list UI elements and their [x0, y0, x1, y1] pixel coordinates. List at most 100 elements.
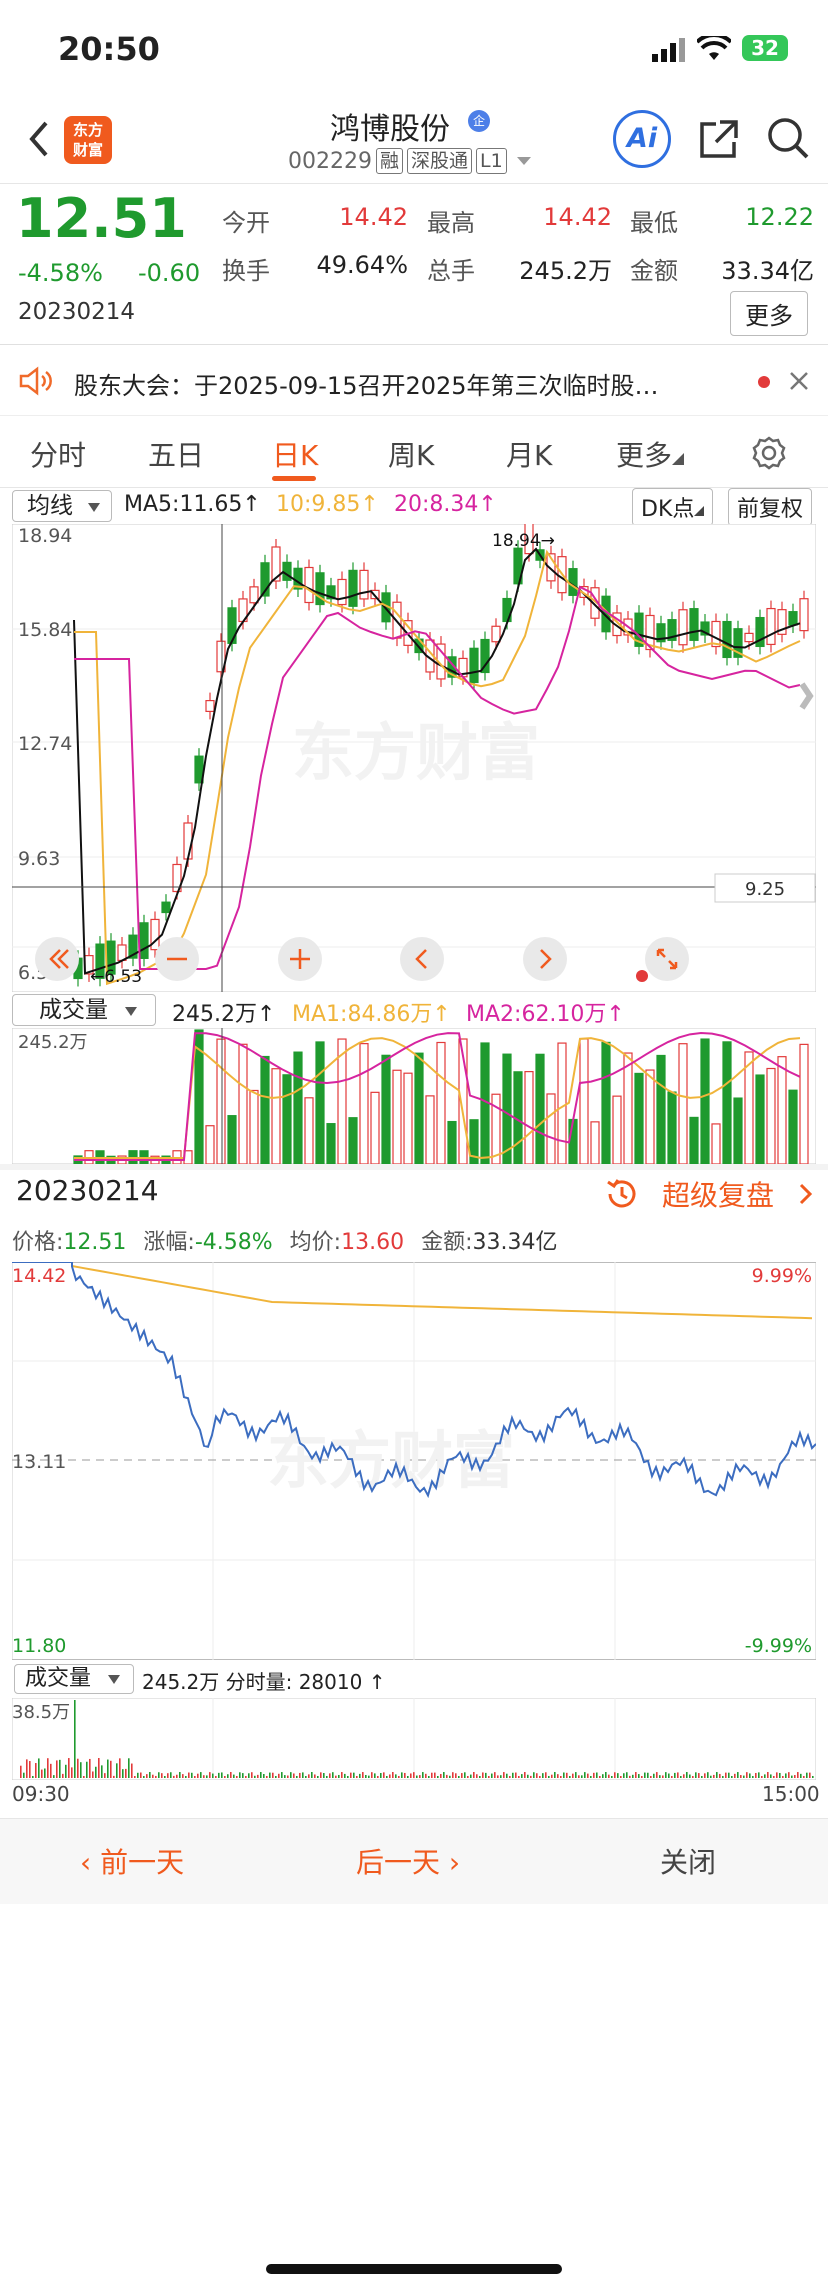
pct-bottom-label: -9.99%: [745, 1635, 812, 1657]
intraday-volume-bar: [668, 1773, 670, 1778]
status-time: 20:50: [58, 30, 160, 68]
candle: [568, 568, 578, 596]
y-mid-label: 13.11: [12, 1451, 66, 1473]
tab-five-day[interactable]: 五日: [148, 439, 205, 472]
intraday-chart[interactable]: 东方财富 14.42 13.11 11.80 9.99% -9.99%: [12, 1262, 816, 1660]
intraday-volume-bar: [251, 1772, 253, 1778]
caret-icon: [694, 506, 705, 516]
rewind-button[interactable]: [35, 937, 79, 981]
volume-bar: [623, 1052, 633, 1164]
super-replay-button[interactable]: 超级复盘: [662, 1174, 774, 1214]
intraday-volume-bar: [617, 1773, 619, 1778]
intraday-volume-bar: [512, 1772, 514, 1778]
prev-day-button[interactable]: ‹ 前一天: [80, 1841, 184, 1881]
history-icon[interactable]: [604, 1176, 640, 1212]
adjust-button[interactable]: 前复权: [728, 488, 813, 526]
candle: [326, 585, 336, 600]
volume-bar: [216, 1038, 226, 1164]
next-day-button[interactable]: 后一天 ›: [356, 1841, 460, 1881]
intraday-volume-bar: [248, 1773, 250, 1778]
caret-icon: [672, 453, 685, 465]
intraday-volume-bar: [665, 1772, 667, 1778]
candle: [172, 863, 182, 893]
chevron-right-icon[interactable]: [798, 1182, 814, 1206]
indicator-select[interactable]: 均线: [12, 490, 112, 522]
candle: [524, 524, 534, 555]
intraday-volume-select[interactable]: 成交量: [14, 1664, 134, 1694]
value-open: 14.42: [339, 203, 408, 231]
intraday-volume-bar: [317, 1776, 319, 1778]
volume-bar: [766, 1067, 776, 1164]
close-button[interactable]: 关闭: [660, 1846, 717, 1879]
y-top-label: 14.42: [12, 1265, 66, 1287]
volume-chart[interactable]: 245.2万: [12, 1028, 816, 1164]
avg-value: 13.60: [341, 1230, 405, 1255]
candle: [139, 922, 149, 959]
ma10-label: 10:9.85↑: [276, 492, 379, 517]
notice-bar[interactable]: 股东大会：于2025-09-15召开2025年第三次临时股…: [0, 346, 828, 416]
volume-bar: [194, 1029, 204, 1164]
volume-bar: [260, 1055, 270, 1164]
intraday-volume-bar: [776, 1772, 778, 1778]
move-right-button[interactable]: [523, 937, 567, 981]
intraday-volume-bar: [650, 1776, 652, 1778]
intraday-volume-bar: [293, 1773, 295, 1778]
tab-weekly-k[interactable]: 周K: [388, 439, 435, 472]
intraday-volume-bar: [20, 1765, 22, 1778]
search-icon[interactable]: [766, 116, 810, 160]
intraday-volume-bar: [686, 1772, 688, 1778]
intraday-volume-bar: [467, 1776, 469, 1778]
fullscreen-button[interactable]: [645, 937, 689, 981]
volume-bar: [381, 1054, 391, 1164]
intraday-volume-bar: [299, 1772, 301, 1778]
candle: [733, 628, 743, 658]
candle: [766, 607, 776, 646]
share-icon[interactable]: [698, 118, 740, 160]
wifi-icon: [697, 36, 731, 60]
chevron-left-icon[interactable]: [28, 120, 50, 158]
intraday-volume-bar: [614, 1772, 616, 1778]
intraday-volume-bar: [803, 1776, 805, 1778]
tab-monthly-k[interactable]: 月K: [506, 439, 553, 472]
volume-select[interactable]: 成交量: [12, 994, 156, 1026]
intraday-volume-bar: [386, 1776, 388, 1778]
intraday-volume-bar: [587, 1773, 589, 1778]
dk-point-button[interactable]: DK点: [632, 488, 714, 526]
intraday-volume-chart[interactable]: 38.5万: [12, 1698, 816, 1780]
intraday-volume-bar: [389, 1774, 391, 1778]
intraday-volume-bar: [455, 1773, 457, 1778]
app-logo[interactable]: 东方 财富: [64, 116, 112, 164]
gear-icon[interactable]: [752, 436, 786, 470]
intraday-volume-bar: [380, 1773, 382, 1778]
intraday-volume-bar: [557, 1774, 559, 1778]
volume-bar: [425, 1095, 435, 1164]
intraday-volume-bar: [320, 1772, 322, 1778]
intraday-volume-bar: [503, 1772, 505, 1778]
intraday-volume-bar: [314, 1774, 316, 1778]
volume-bar: [601, 1041, 611, 1164]
intraday-volume-bar: [461, 1773, 463, 1778]
close-icon[interactable]: [788, 370, 810, 392]
ma5-label: MA5:11.65↑: [124, 492, 261, 517]
candle: [700, 621, 710, 636]
tab-intraday[interactable]: 分时: [30, 439, 87, 472]
scroll-chevron-icon[interactable]: [799, 682, 814, 710]
intraday-volume-bar: [698, 1773, 700, 1778]
caret-down-icon[interactable]: [515, 155, 533, 167]
ai-button[interactable]: Ai: [613, 110, 671, 168]
kline-chart[interactable]: 18.94 15.84 12.74 9.63 6.53 东方财富 18.94→ …: [12, 524, 816, 992]
intraday-volume-bar: [695, 1772, 697, 1778]
tab-more[interactable]: 更多: [616, 434, 685, 474]
value-volume: 245.2万: [519, 257, 612, 285]
tab-daily-k[interactable]: 日K: [272, 439, 319, 472]
replay-panel: 20230214 超级复盘 价格:12.51 涨幅:-4.58% 均价:13.6…: [0, 1164, 828, 2274]
intraday-volume-bar: [593, 1772, 595, 1778]
intraday-volume-bar: [710, 1775, 712, 1778]
y-label-top: 18.94: [18, 525, 72, 547]
volume-bar: [337, 1038, 347, 1164]
quote-date: 20230214: [18, 299, 136, 325]
intraday-volume-bar: [410, 1773, 412, 1778]
move-left-button[interactable]: [400, 937, 444, 981]
more-button[interactable]: 更多: [730, 291, 808, 336]
intraday-volume-bar: [653, 1773, 655, 1778]
